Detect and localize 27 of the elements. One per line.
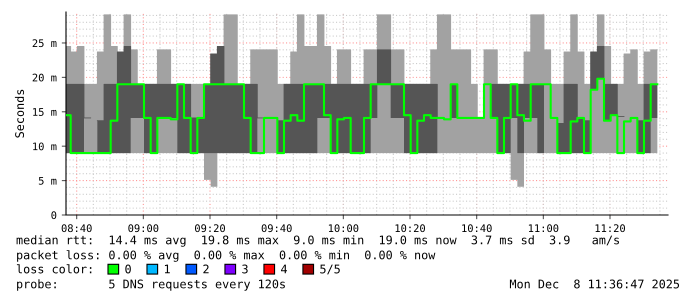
x-tick-label: 10:40 xyxy=(462,224,492,232)
text: packet loss: 0.00 % avg 0.00 % max 0.00 % min 0.00 % now xyxy=(17,250,436,262)
x-tick-label: 09:00 xyxy=(128,224,158,232)
text: Mon Dec 8 11:36:47 2025 xyxy=(510,280,680,288)
legend-label: 3 xyxy=(242,264,248,274)
x-tick-label: 09:40 xyxy=(262,224,292,232)
x-tick-label: 10:00 xyxy=(328,224,358,232)
y-tick-label: 20 m xyxy=(32,74,56,82)
y-tick-label: 10 m xyxy=(33,142,56,150)
legend-label: 5/5 xyxy=(320,264,340,274)
legend-label: 4 xyxy=(281,264,287,274)
x-tick-label: 11:20 xyxy=(596,224,626,232)
y-tick-label: 15 m xyxy=(33,108,56,116)
y-tick-label: 25 m xyxy=(32,39,56,48)
legend-label: 1 xyxy=(164,264,170,274)
y-axis-title: Seconds xyxy=(14,90,24,138)
text: median rtt: 14.4 ms avg 19.8 ms max 9.0 ms min 19.0 ms now 3.7 ms sd 3.9 am/s xyxy=(16,235,619,247)
legend-label: 2 xyxy=(203,264,209,274)
legend-title: loss color: xyxy=(16,264,92,274)
x-tick-label: 08:40 xyxy=(62,224,92,232)
y-tick-label: 5 m xyxy=(38,176,56,185)
x-tick-label: 10:20 xyxy=(396,224,426,232)
legend-label: 0 xyxy=(125,264,131,274)
x-tick-label: 11:00 xyxy=(528,224,558,232)
x-tick-label: 09:20 xyxy=(195,224,226,232)
text: probe: 5 DNS requests every 120s xyxy=(17,279,285,291)
y-tick-label: 0 xyxy=(51,211,56,220)
